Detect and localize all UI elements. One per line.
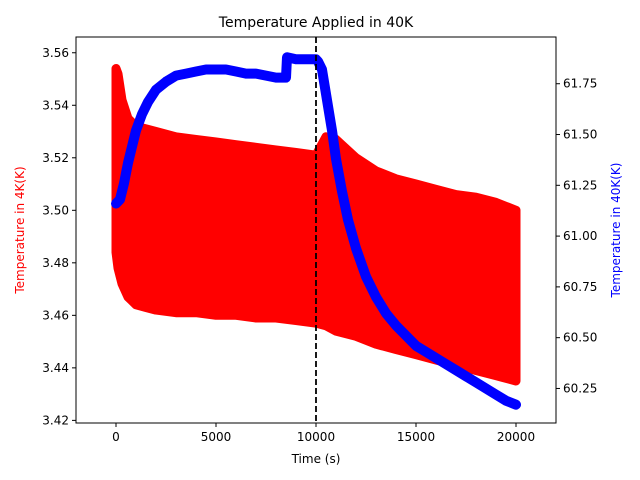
y-axis-right: 60.25 60.50 60.75 61.00 61.25 61.50 61.75: [556, 77, 597, 395]
x-tick-label: 20000: [497, 430, 535, 444]
y-axis-right-title: Temperature in 40K(K): [609, 163, 623, 299]
y-left-tick-label: 3.52: [42, 151, 69, 165]
y-left-tick-label: 3.50: [42, 203, 69, 217]
x-tick-label: 0: [112, 430, 120, 444]
y-left-tick-label: 3.54: [42, 98, 69, 112]
y-left-tick-label: 3.44: [42, 361, 69, 375]
y-right-tick-label: 60.25: [563, 381, 597, 395]
x-axis-title: Time (s): [291, 452, 341, 466]
plot-area: [111, 37, 521, 423]
x-tick-label: 15000: [397, 430, 435, 444]
y-axis-left: 3.42 3.44 3.46 3.48 3.50 3.52 3.54 3.56: [42, 46, 76, 427]
y-right-tick-label: 61.75: [563, 77, 597, 91]
series-40k-line: [111, 52, 521, 410]
y-left-tick-label: 3.56: [42, 46, 69, 60]
x-tick-label: 5000: [201, 430, 232, 444]
y-right-tick-label: 60.50: [563, 331, 597, 345]
chart-title: Temperature Applied in 40K: [218, 15, 414, 31]
y-left-tick-label: 3.46: [42, 308, 69, 322]
y-axis-left-title: Temperature in 4K(K): [13, 166, 27, 294]
x-tick-label: 10000: [297, 430, 335, 444]
y-right-tick-label: 61.00: [563, 229, 597, 243]
y-right-tick-label: 61.50: [563, 128, 597, 142]
series-4k-band: [111, 64, 521, 386]
y-left-tick-label: 3.42: [42, 413, 69, 427]
x-axis: 0 5000 10000 15000 20000: [112, 423, 535, 444]
y-left-tick-label: 3.48: [42, 256, 69, 270]
y-right-tick-label: 61.25: [563, 178, 597, 192]
y-right-tick-label: 60.75: [563, 280, 597, 294]
